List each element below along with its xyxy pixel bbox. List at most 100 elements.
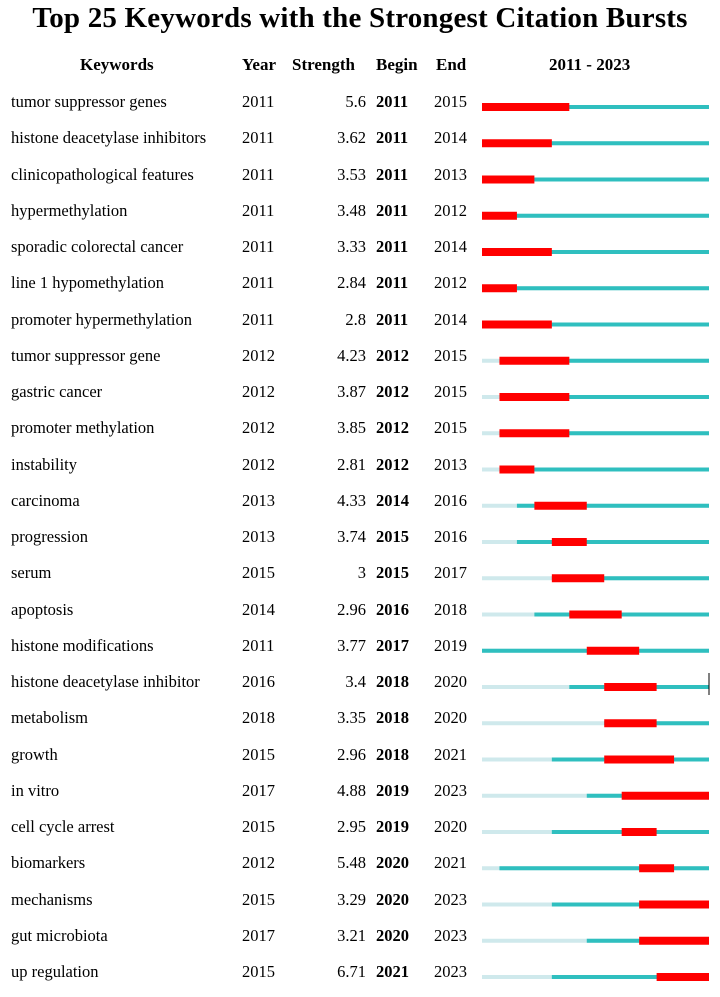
table-row: histone deacetylase inhibitor 2016 3.4 2018… — [0, 671, 720, 707]
header-end: End — [436, 55, 467, 74]
table-row: mechanisms 2015 3.29 2020 2023 — [0, 889, 720, 925]
burst-segment — [656, 973, 709, 981]
burst-bar-row — [482, 973, 709, 981]
row-strength: 3.29 — [337, 889, 366, 909]
row-keyword: carcinoma — [11, 490, 80, 510]
burst-bar-row — [482, 429, 709, 438]
row-end: 2017 — [434, 563, 467, 583]
row-keyword: clinicopathological features — [11, 164, 194, 184]
row-end: 2020 — [434, 708, 467, 728]
table-row: hypermethylation 2011 3.48 2011 2012 — [0, 200, 720, 236]
row-year: 2011 — [242, 237, 275, 256]
table-row: line 1 hypomethylation 2011 2.84 2011 2012 — [0, 272, 720, 308]
burst-segment — [639, 864, 675, 873]
row-year: 2011 — [242, 92, 275, 111]
table-row: in vitro 2017 4.88 2019 2023 — [0, 780, 720, 816]
row-keyword: biomarkers — [11, 853, 86, 873]
burst-segment — [604, 683, 657, 691]
timeline-active-segment — [499, 395, 709, 399]
timeline-active-segment — [482, 213, 709, 218]
row-keyword: metabolism — [11, 708, 88, 728]
row-end: 2023 — [434, 925, 467, 945]
row-keyword: histone deacetylase inhibitor — [11, 672, 200, 691]
burst-segment — [604, 719, 657, 728]
row-year: 2015 — [242, 563, 275, 583]
row-strength: 3.87 — [337, 382, 366, 401]
row-end: 2014 — [434, 309, 467, 329]
row-year: 2011 — [242, 309, 275, 329]
burst-bar-row — [482, 103, 709, 111]
burst-segment — [621, 791, 709, 800]
row-begin: 2018 — [376, 708, 409, 728]
row-begin: 2012 — [376, 418, 409, 438]
burst-bar-row — [482, 356, 709, 365]
row-begin: 2011 — [376, 164, 409, 184]
row-keyword: growth — [11, 744, 58, 764]
row-begin: 2019 — [376, 817, 409, 836]
row-begin: 2017 — [376, 635, 409, 655]
burst-bar-row — [482, 683, 709, 691]
row-begin: 2015 — [376, 527, 409, 546]
burst-bar-row — [482, 465, 709, 474]
row-strength: 3.53 — [337, 164, 366, 184]
row-end: 2015 — [434, 92, 467, 111]
row-strength: 3.21 — [337, 925, 366, 945]
table-row: carcinoma 2013 4.33 2014 2016 — [0, 490, 720, 526]
row-end: 2012 — [434, 273, 467, 293]
chart-title: Top 25 Keywords with the Strongest Citat… — [32, 2, 688, 34]
timeline-active-segment — [482, 141, 709, 146]
timeline-active-segment — [551, 902, 709, 907]
row-strength: 5.6 — [345, 92, 366, 111]
header-keywords: Keywords — [80, 55, 154, 74]
burst-bar-row — [482, 574, 709, 583]
header-begin: Begin — [376, 55, 418, 74]
row-strength: 2.96 — [337, 744, 366, 764]
row-keyword: tumor suppressor genes — [11, 92, 167, 111]
timeline-active-segment — [482, 286, 709, 291]
row-end: 2014 — [434, 128, 467, 148]
burst-bar-row — [482, 320, 709, 329]
row-strength: 3.4 — [345, 672, 366, 691]
table-row: up regulation 2015 6.71 2021 2023 — [0, 961, 720, 997]
timeline-active-segment — [482, 105, 709, 109]
timeline-active-segment — [482, 250, 709, 254]
row-year: 2012 — [242, 382, 275, 401]
row-begin: 2011 — [376, 128, 409, 148]
burst-segment — [621, 828, 657, 836]
row-year: 2012 — [242, 454, 275, 474]
table-row: instability 2012 2.81 2012 2013 — [0, 454, 720, 490]
table-row: promoter hypermethylation 2011 2.8 2011 2014 — [0, 309, 720, 345]
burst-bar-row — [482, 936, 709, 945]
burst-segment — [499, 429, 570, 438]
row-keyword: promoter methylation — [11, 418, 155, 438]
row-year: 2017 — [242, 780, 275, 800]
table-row: progression 2013 3.74 2015 2016 — [0, 526, 720, 562]
timeline-active-segment — [551, 576, 709, 581]
burst-segment — [639, 936, 709, 945]
row-year: 2011 — [242, 128, 275, 148]
row-end: 2023 — [434, 889, 467, 909]
row-end: 2016 — [434, 490, 467, 510]
row-begin: 2012 — [376, 345, 409, 365]
burst-bar-row — [482, 719, 709, 728]
row-end: 2013 — [434, 454, 467, 474]
burst-bar-row — [482, 393, 709, 401]
row-begin: 2018 — [376, 744, 409, 764]
burst-segment — [482, 175, 535, 184]
row-begin: 2012 — [376, 382, 409, 401]
row-keyword: sporadic colorectal cancer — [11, 237, 184, 256]
row-keyword: serum — [11, 563, 52, 583]
row-end: 2023 — [434, 780, 467, 800]
row-strength: 4.88 — [337, 780, 366, 800]
row-keyword: gastric cancer — [11, 382, 103, 401]
row-year: 2015 — [242, 962, 275, 981]
burst-bar-row — [482, 864, 709, 873]
burst-segment — [551, 574, 605, 583]
table-row: tumor suppressor genes 2011 5.6 2011 2015 — [0, 91, 720, 127]
row-keyword: tumor suppressor gene — [11, 345, 161, 365]
table-row: tumor suppressor gene 2012 4.23 2012 2015 — [0, 345, 720, 381]
row-end: 2021 — [434, 853, 467, 873]
burst-bar-row — [482, 175, 709, 184]
burst-segment — [639, 900, 709, 909]
row-year: 2013 — [242, 527, 275, 546]
